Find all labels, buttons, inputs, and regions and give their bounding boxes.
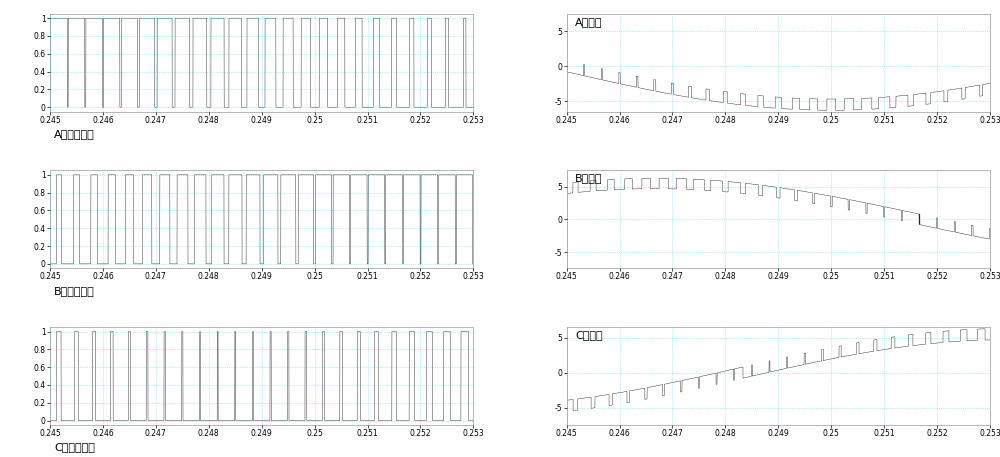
Text: A相开关状态: A相开关状态 bbox=[54, 129, 95, 139]
Text: C相电流: C相电流 bbox=[575, 330, 603, 340]
Text: B相电流: B相电流 bbox=[575, 173, 603, 183]
Text: A相电流: A相电流 bbox=[575, 16, 603, 27]
Text: C相开关状态: C相开关状态 bbox=[54, 442, 95, 452]
Text: B相开关状态: B相开关状态 bbox=[54, 286, 95, 296]
